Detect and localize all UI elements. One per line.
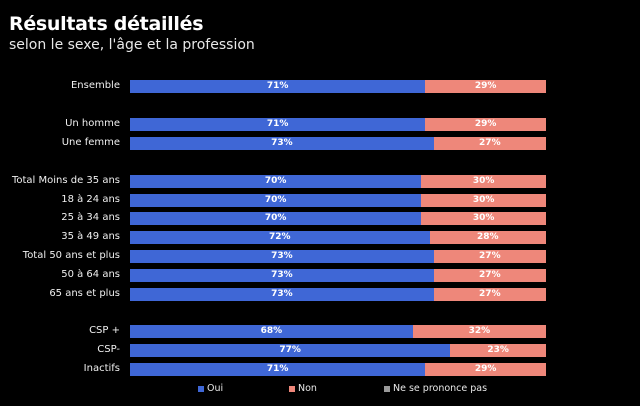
category-label: Un homme xyxy=(65,118,120,129)
category-label: 50 à 64 ans xyxy=(61,269,120,280)
data-label: 30% xyxy=(472,212,495,223)
category-label: Total Moins de 35 ans xyxy=(11,175,120,186)
data-label: 30% xyxy=(472,194,495,205)
data-label: 71% xyxy=(266,363,289,374)
data-label: 73% xyxy=(271,288,293,299)
data-label: 73% xyxy=(271,250,293,261)
chart-subtitle: selon le sexe, l'âge et la profession xyxy=(9,37,255,53)
category-label: 18 à 24 ans xyxy=(61,194,120,205)
bar-oui xyxy=(130,211,422,225)
legend-item: Oui xyxy=(198,383,223,394)
data-label: 70% xyxy=(264,194,287,205)
data-label: 68% xyxy=(260,325,283,336)
bar-oui xyxy=(130,79,426,93)
bar-non xyxy=(421,193,546,207)
legend-swatch xyxy=(384,385,390,392)
data-label: 72% xyxy=(268,231,291,242)
data-label: 71% xyxy=(266,118,289,129)
bar-oui xyxy=(130,136,434,150)
data-label: 27% xyxy=(479,250,501,261)
bar-non xyxy=(421,174,546,188)
data-label: 70% xyxy=(264,212,287,223)
bar-oui xyxy=(130,268,434,282)
bar-oui xyxy=(130,287,434,301)
data-label: 71% xyxy=(266,80,289,91)
bar-non xyxy=(433,249,546,263)
category-label: 65 ans et plus xyxy=(49,288,120,299)
bar-non xyxy=(412,324,546,338)
bar-non xyxy=(433,136,546,150)
data-label: 29% xyxy=(474,80,497,91)
data-label: 27% xyxy=(479,269,501,280)
bar-oui xyxy=(130,174,422,188)
bar-non xyxy=(433,287,546,301)
data-label: 27% xyxy=(479,137,501,148)
legend-item: Ne se prononce pas xyxy=(384,383,487,394)
category-label: Inactifs xyxy=(83,363,120,374)
legend-swatch xyxy=(289,385,295,392)
data-label: 28% xyxy=(476,231,499,242)
category-label: Total 50 ans et plus xyxy=(22,250,120,261)
bar-non xyxy=(450,343,546,357)
legend-label: Oui xyxy=(207,383,224,394)
legend-label: Non xyxy=(298,383,317,394)
legend-swatch xyxy=(198,385,204,392)
bar-oui xyxy=(130,324,413,338)
bar-oui xyxy=(130,249,434,263)
bar-oui xyxy=(130,193,422,207)
bar-non xyxy=(433,268,546,282)
data-label: 77% xyxy=(279,344,301,355)
category-label: CSP- xyxy=(97,344,120,355)
data-label: 29% xyxy=(474,118,497,129)
bar-non xyxy=(429,230,546,244)
data-label: 27% xyxy=(479,288,501,299)
data-label: 29% xyxy=(474,363,497,374)
category-label: CSP + xyxy=(89,325,120,336)
data-label: 73% xyxy=(271,137,293,148)
chart-title: Résultats détaillés xyxy=(9,13,204,35)
category-label: Ensemble xyxy=(70,80,120,91)
data-label: 23% xyxy=(487,344,509,355)
bar-non xyxy=(425,362,546,376)
bar-oui xyxy=(130,343,451,357)
bar-non xyxy=(425,117,546,131)
bar-oui xyxy=(130,362,426,376)
bar-oui xyxy=(130,117,426,131)
legend-label: Ne se prononce pas xyxy=(393,383,488,394)
legend-item: Non xyxy=(289,383,317,394)
bar-non xyxy=(421,211,546,225)
category-label: 35 à 49 ans xyxy=(61,231,120,242)
category-label: 25 à 34 ans xyxy=(61,212,120,223)
data-label: 73% xyxy=(271,269,293,280)
data-label: 30% xyxy=(472,175,495,186)
data-label: 32% xyxy=(468,325,491,336)
data-label: 70% xyxy=(264,175,287,186)
bar-oui xyxy=(130,230,430,244)
category-label: Une femme xyxy=(61,137,120,148)
bar-non xyxy=(425,79,546,93)
